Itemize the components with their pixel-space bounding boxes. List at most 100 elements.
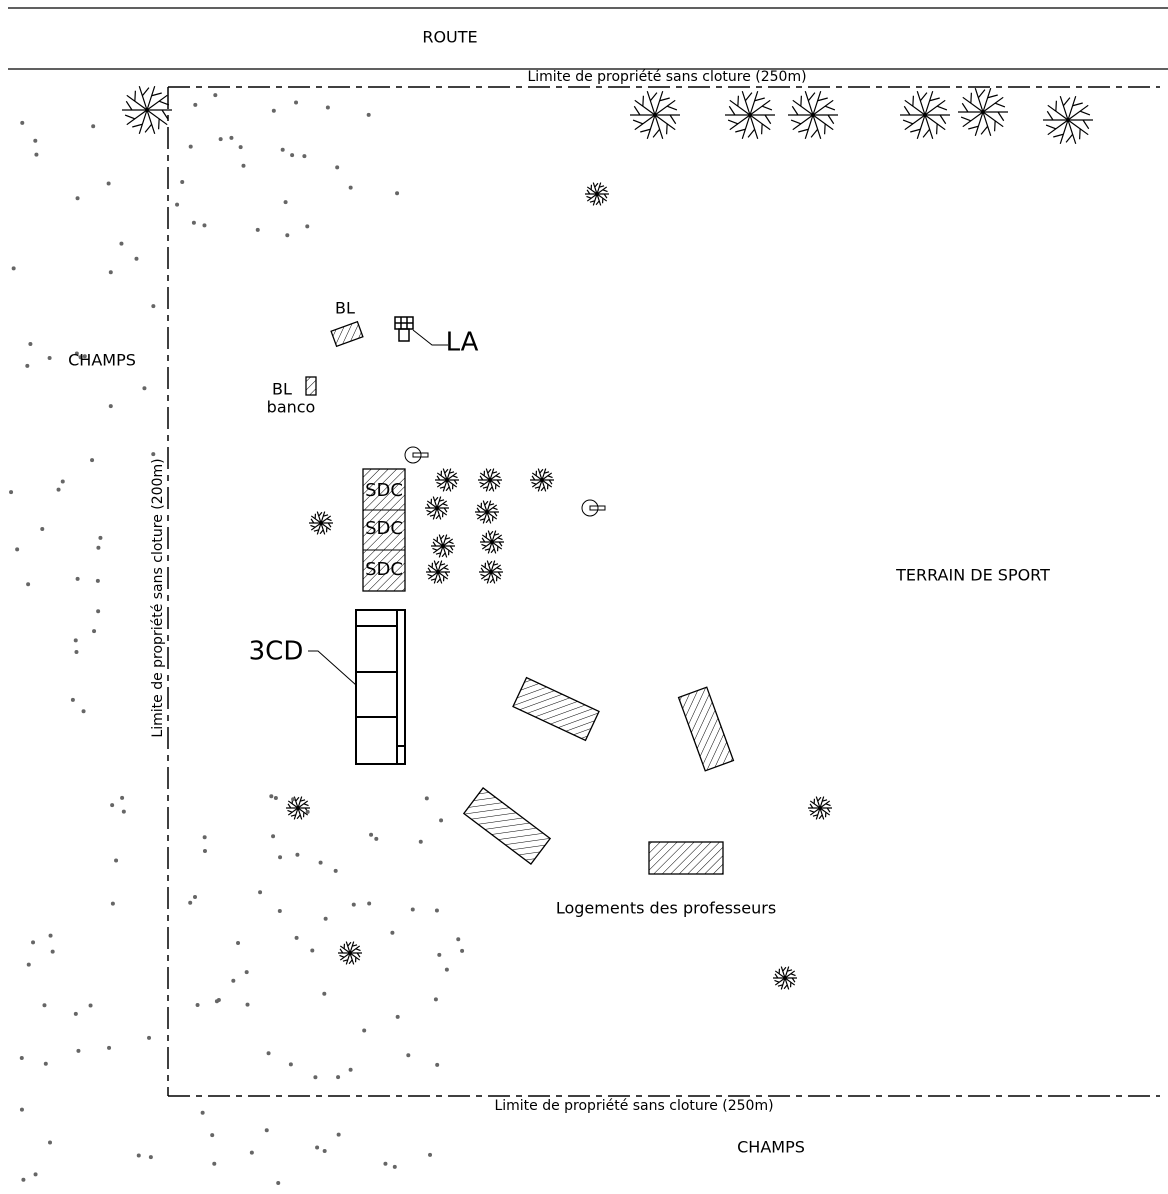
dot (362, 1028, 367, 1033)
dot (25, 363, 30, 368)
dot (218, 137, 223, 142)
branch (487, 511, 499, 517)
branch (309, 518, 321, 524)
branch (788, 105, 813, 116)
tree (725, 91, 775, 139)
dot (348, 1067, 353, 1072)
dot (75, 196, 80, 201)
branch (924, 91, 940, 116)
dot (264, 1128, 269, 1133)
dot (9, 490, 14, 495)
dot (444, 967, 449, 972)
dot (95, 578, 100, 583)
branch (749, 99, 773, 116)
branch (491, 571, 503, 577)
branch (749, 91, 765, 116)
branch (132, 109, 148, 134)
dot (433, 997, 438, 1002)
dot (60, 479, 65, 484)
dot (276, 1181, 281, 1186)
branch (812, 99, 836, 116)
dot (114, 858, 119, 863)
dot (318, 860, 323, 865)
branch (790, 114, 814, 131)
dot (96, 609, 101, 614)
branch (436, 571, 443, 584)
dot (19, 1055, 24, 1060)
dot (82, 354, 87, 359)
dot (392, 1164, 397, 1169)
dot (188, 144, 193, 149)
dot (151, 304, 156, 309)
branch (490, 571, 502, 582)
dot (325, 105, 330, 110)
buildings (305, 316, 735, 875)
branch (442, 468, 449, 481)
trees (122, 86, 1093, 990)
branch (925, 114, 950, 125)
dot (439, 818, 444, 823)
branch (147, 109, 172, 120)
branch (541, 468, 550, 481)
dot (96, 545, 101, 550)
dot (322, 991, 327, 996)
branch (492, 541, 504, 547)
branch (313, 522, 322, 535)
branch (534, 479, 543, 492)
branch (922, 114, 934, 139)
dot (229, 135, 234, 140)
dot (291, 797, 296, 802)
branch (812, 91, 828, 116)
branch (813, 114, 838, 125)
dot (212, 1161, 217, 1166)
branch (530, 475, 542, 481)
dot (241, 163, 246, 168)
branch (481, 541, 493, 550)
tree (630, 91, 680, 139)
dot (91, 124, 96, 129)
building-label: BL (272, 380, 292, 399)
dot (302, 154, 307, 159)
building-label: SDC (365, 559, 403, 580)
branch (478, 475, 490, 481)
branch (486, 500, 495, 513)
branch (654, 91, 670, 116)
branch (750, 114, 775, 125)
branch (542, 479, 554, 485)
branch (815, 796, 822, 809)
dot (390, 930, 395, 935)
branch (792, 95, 814, 116)
branch (780, 966, 787, 979)
dot (34, 152, 39, 157)
dot (73, 1011, 78, 1016)
building-label: LA (446, 328, 479, 358)
branch (146, 94, 170, 111)
branch (489, 468, 498, 481)
tree (435, 468, 459, 492)
branch (586, 184, 598, 195)
branch (286, 803, 298, 809)
branch (479, 567, 491, 573)
dot (142, 386, 147, 391)
branch (320, 522, 332, 533)
branch (437, 560, 446, 573)
branch (596, 193, 608, 204)
branch (489, 472, 501, 481)
tree (585, 182, 609, 206)
branch (296, 807, 303, 820)
branch (430, 571, 439, 584)
dot (315, 1145, 320, 1150)
branch (350, 952, 362, 958)
dot (367, 901, 372, 906)
dot (395, 1014, 400, 1019)
dot (78, 355, 83, 360)
branch (783, 977, 790, 990)
branch (982, 111, 1004, 132)
branch (586, 193, 598, 202)
branch (480, 537, 492, 543)
dot (119, 241, 124, 246)
branch (1045, 119, 1069, 136)
branch (476, 511, 488, 520)
dot (323, 916, 328, 921)
dot (20, 120, 25, 125)
